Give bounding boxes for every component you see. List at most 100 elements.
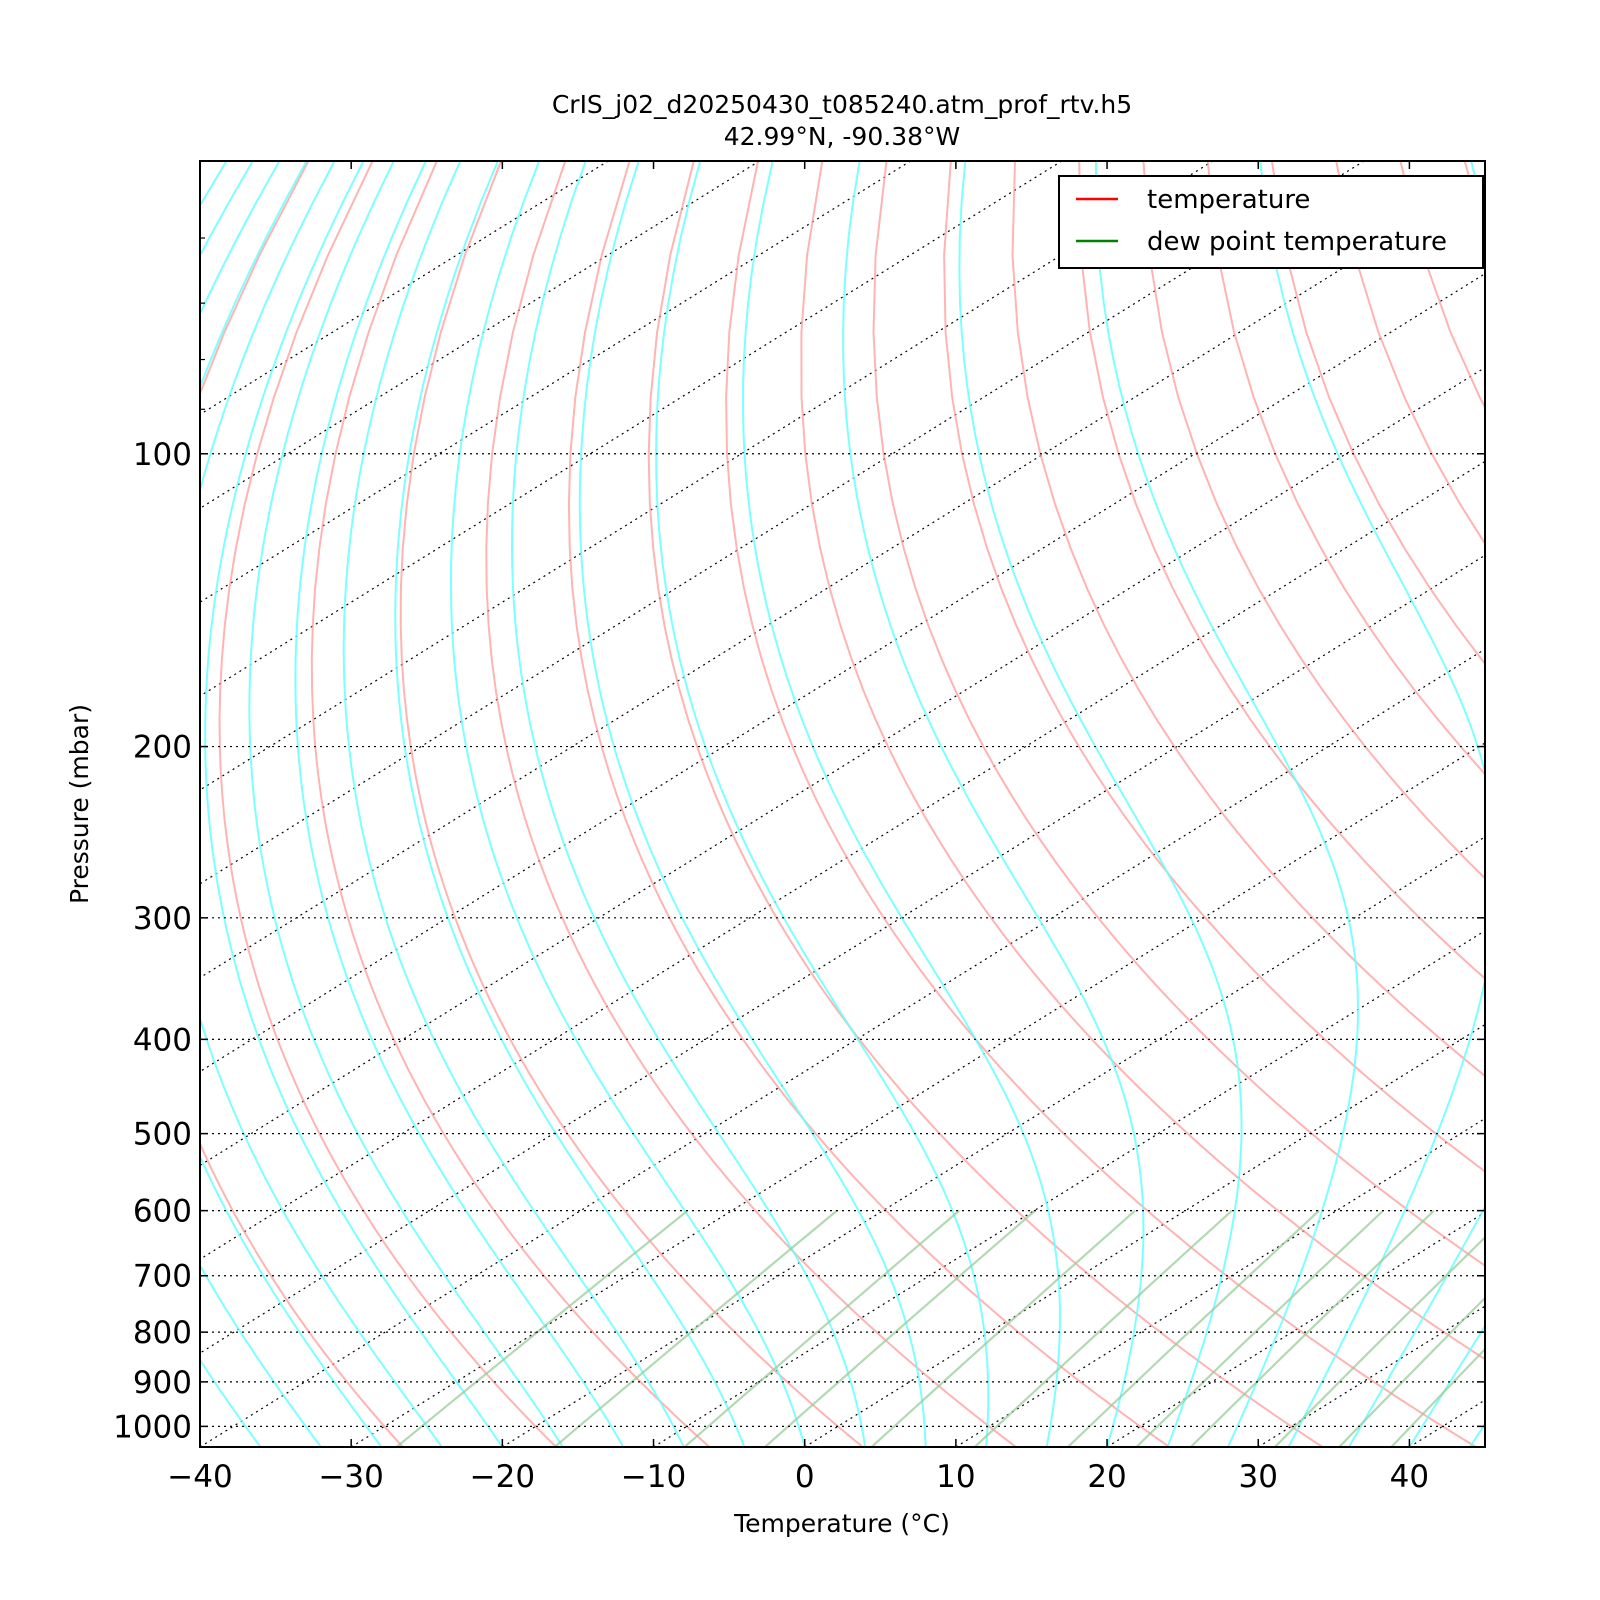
x-tick-label: 20 <box>1087 1459 1126 1495</box>
moist-adiabat-line <box>248 161 564 1447</box>
mixing-ratio-line <box>1190 1209 1435 1447</box>
moist-adiabat-line <box>200 161 228 1447</box>
moist-adiabat-line <box>510 161 867 1447</box>
x-tick-label: −10 <box>621 1459 686 1495</box>
isotherm-line <box>200 366 1485 1167</box>
moist-adiabat-line <box>200 161 443 1447</box>
y-axis-label: Pressure (mbar) <box>65 704 94 904</box>
isotherm-line <box>200 460 1485 1260</box>
moist-adiabat-line <box>842 161 1145 1447</box>
mixing-ratio-line <box>1338 1296 1485 1447</box>
y-tick-label: 600 <box>133 1194 192 1230</box>
isotherm-line <box>200 161 1365 885</box>
isotherm-line <box>200 161 1214 791</box>
y-tick-label: 200 <box>133 730 192 766</box>
dry-adiabat-line <box>1270 161 1485 666</box>
isotherm-line <box>200 272 1485 1073</box>
x-axis-label: Temperature (°C) <box>733 1509 950 1538</box>
dry-adiabat-line <box>1011 161 1485 1078</box>
x-tick-label: 40 <box>1390 1459 1429 1495</box>
moist-adiabat-line <box>342 161 685 1447</box>
dry-adiabat-line <box>943 161 1485 1173</box>
x-tick-label: 10 <box>936 1459 975 1495</box>
mixing-ratio-line <box>395 1209 689 1447</box>
moist-adiabat-line <box>200 161 383 1447</box>
chart-subtitle: 42.99°N, -90.38°W <box>724 122 960 151</box>
y-tick-label: 300 <box>133 901 192 937</box>
isotherm-line <box>1106 1211 1485 1447</box>
moist-adiabat-line <box>741 161 1061 1447</box>
moist-adiabat-line <box>394 161 746 1447</box>
legend-label-temperature: temperature <box>1147 185 1310 215</box>
x-tick-label: −30 <box>318 1459 383 1495</box>
y-ticks: 100 200 300 400 500 600 700 800 900 1000 <box>113 237 1485 1445</box>
mixing-ratio-line <box>1067 1209 1320 1447</box>
data-series <box>1544 161 1600 824</box>
isotherm-line <box>502 836 1485 1447</box>
isotherm-line <box>200 179 1485 979</box>
isotherm-line <box>1257 1305 1485 1447</box>
moist-adiabat-line <box>1259 161 1485 1447</box>
isotherm-line <box>200 554 1485 1354</box>
dry-adiabat-line <box>800 161 1485 1361</box>
moist-adiabat-line <box>449 161 806 1447</box>
pressure-gridlines <box>200 453 1485 1427</box>
isotherm-line <box>200 161 911 603</box>
mixing-ratio-line <box>1135 1209 1384 1447</box>
x-ticks: −40 −30 −20 −10 0 10 20 30 40 <box>167 161 1429 1495</box>
dry-adiabat-line <box>485 161 1017 1447</box>
moist-adiabat-line <box>958 161 1243 1447</box>
isotherm-line <box>200 161 760 510</box>
moist-adiabat-line <box>1408 1324 1485 1447</box>
moist-adiabat-line <box>1094 161 1359 1447</box>
moist-adiabat-line <box>294 161 625 1447</box>
dry-adiabat-line <box>310 161 711 1447</box>
mixing-ratio-line <box>1274 1235 1485 1447</box>
mixing-ratio-line <box>870 1209 1136 1447</box>
background-lines <box>200 161 1600 1447</box>
plot-frame <box>199 160 1486 1448</box>
isotherm-line <box>200 648 1485 1447</box>
dry-adiabat-line <box>1206 161 1485 776</box>
dry-adiabat-line <box>1529 161 1600 1447</box>
dry-adiabat-line <box>200 161 404 1447</box>
dry-adiabat-line <box>1399 161 1485 410</box>
y-tick-label: 800 <box>133 1315 192 1351</box>
mixing-ratio-line <box>683 1209 961 1447</box>
isotherm-line <box>1409 1399 1485 1447</box>
mixing-ratio-line <box>973 1209 1233 1447</box>
isotherm-line <box>1561 161 1600 1447</box>
chart-title: CrIS_j02_d20250430_t085240.atm_prof_rtv.… <box>552 90 1132 119</box>
dry-adiabat-line <box>725 161 1477 1447</box>
moist-adiabat-line <box>655 161 990 1447</box>
dry-adiabat-line <box>872 161 1485 1267</box>
mixing-ratio-line <box>553 1209 838 1447</box>
isotherm-line <box>350 742 1485 1447</box>
y-tick-label: 100 <box>133 437 192 473</box>
dry-adiabat-line <box>1142 161 1485 880</box>
mixing-ratio-line <box>1390 1347 1485 1447</box>
moist-adiabat-line <box>204 161 504 1447</box>
y-tick-label: 400 <box>133 1022 192 1058</box>
moist-adiabat-line <box>578 161 927 1447</box>
y-tick-label: 900 <box>133 1365 192 1401</box>
y-tick-label: 500 <box>133 1117 192 1153</box>
moist-adiabat-line <box>1348 161 1485 1447</box>
dry-adiabat-line <box>1078 161 1485 980</box>
moist-adiabat-line <box>1469 1422 1485 1447</box>
x-tick-label: −20 <box>470 1459 535 1495</box>
y-tick-label: 1000 <box>113 1409 192 1445</box>
legend-box <box>1058 175 1484 269</box>
moist-adiabat-line <box>200 161 262 1447</box>
legend-label-dew-point: dew point temperature <box>1147 227 1447 257</box>
y-tick-label: 700 <box>133 1259 192 1295</box>
moist-adiabat-line <box>200 161 322 1447</box>
dry-adiabat-line <box>647 161 1324 1447</box>
mixing-ratio-line <box>764 1209 1036 1447</box>
x-tick-label: 0 <box>795 1459 815 1495</box>
dry-adiabat-line <box>567 161 1170 1447</box>
legend: temperature dew point temperature <box>1058 175 1484 269</box>
x-tick-label: 30 <box>1239 1459 1278 1495</box>
x-tick-label: −40 <box>167 1459 232 1495</box>
